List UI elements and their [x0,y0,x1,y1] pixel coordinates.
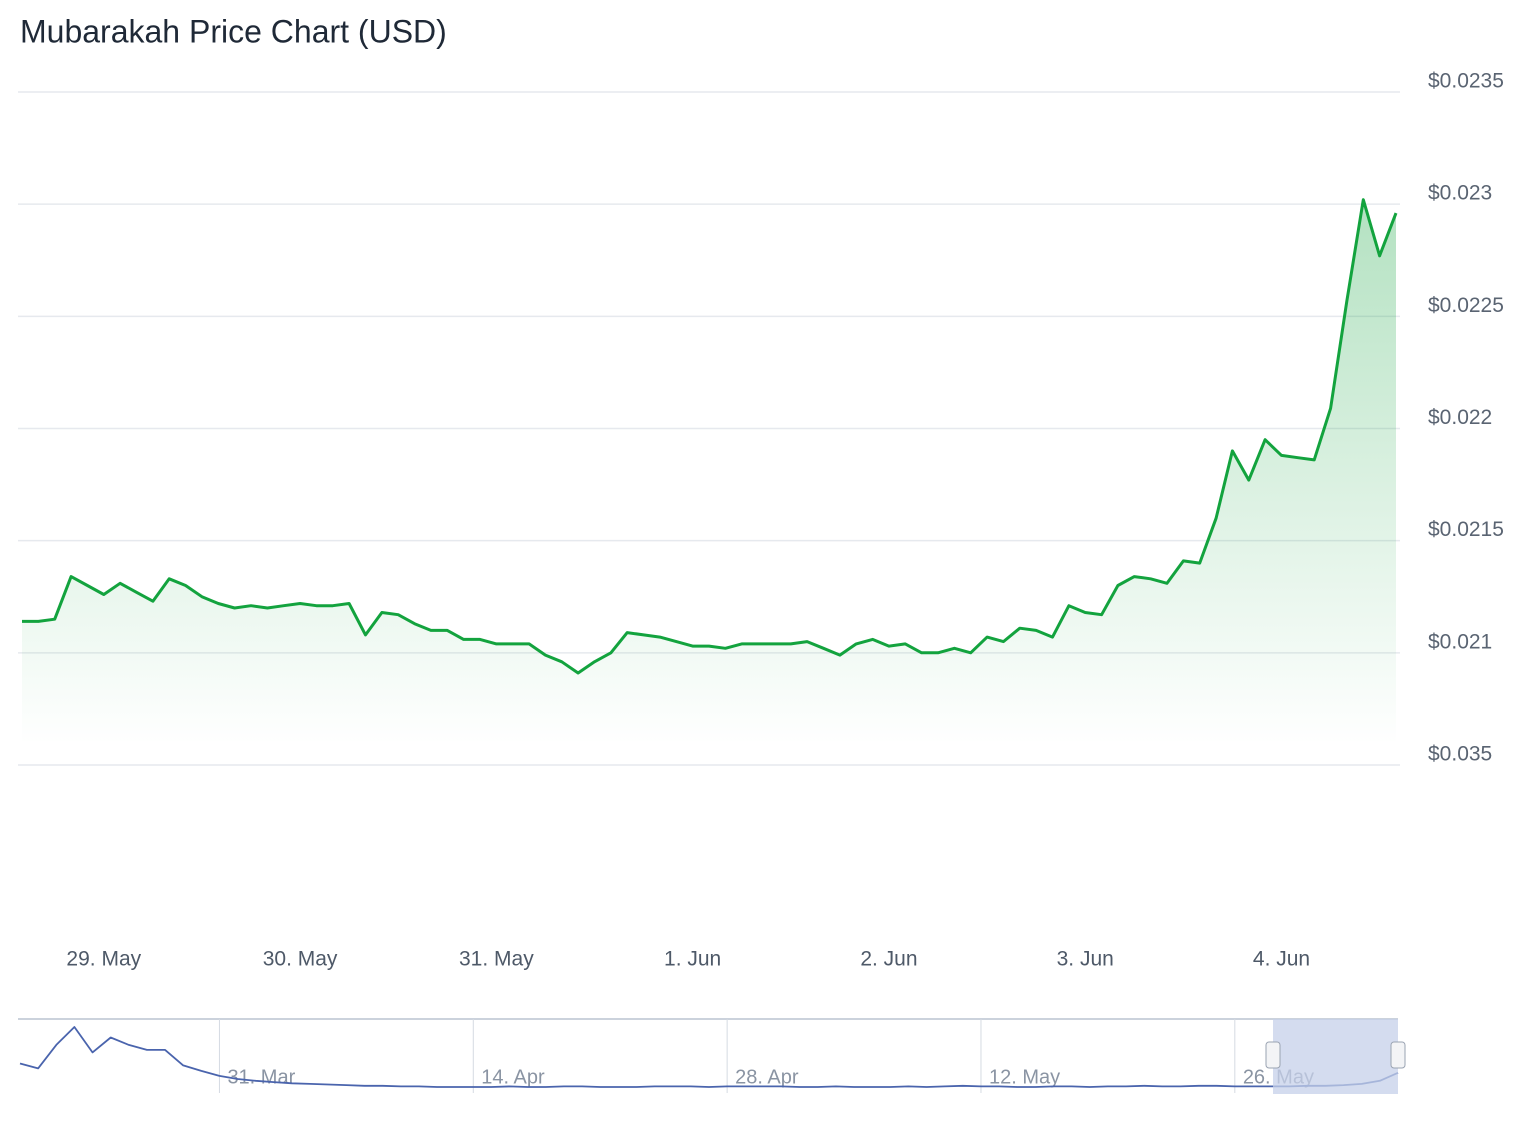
chart-title: Mubarakah Price Chart (USD) [20,13,447,49]
y-tick-label: $0.0235 [1428,70,1504,93]
navigator-series [19,1026,1399,1088]
y-tick-label: $0.022 [1428,406,1492,429]
x-tick-label: 29. May [66,948,141,971]
y-tick-label: $0.0225 [1428,294,1504,317]
x-tick-label: 30. May [263,948,338,971]
navigator-handle[interactable] [1390,1041,1406,1069]
x-tick-label: 31. May [459,948,534,971]
navigator-label: 28. Apr [735,1066,799,1088]
x-tick-label: 1. Jun [664,948,721,971]
y-tick-label: $0.023 [1428,182,1492,205]
x-tick-label: 3. Jun [1057,948,1114,971]
navigator-selection[interactable] [1273,1019,1398,1094]
x-tick-label: 2. Jun [860,948,917,971]
y-tick-label: $0.035 [1428,743,1492,766]
y-tick-label: $0.0215 [1428,518,1504,541]
area [22,199,1396,745]
navigator-label: 31. Mar [227,1066,295,1088]
y-tick-label: $0.021 [1428,630,1492,653]
price-line [22,198,1398,675]
navigator-label: 14. Apr [481,1066,545,1088]
price-line [19,1026,1399,1088]
navigator-label: 12. May [989,1066,1060,1088]
x-tick-label: 4. Jun [1253,948,1310,971]
plot: $0.0235 $0.023 $0.0225 $0.022 $0.0215 $0.021 $… [18,70,1504,971]
navigator-handle[interactable] [1265,1041,1281,1069]
